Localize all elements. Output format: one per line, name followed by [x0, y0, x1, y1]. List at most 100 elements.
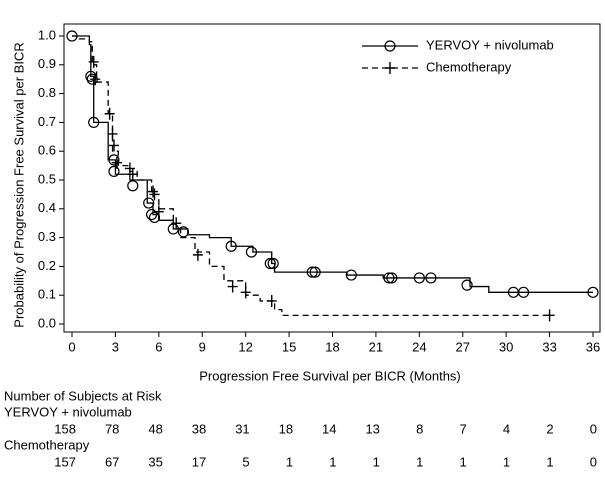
censor-mark: [148, 185, 159, 198]
risk-count: 1: [416, 454, 423, 469]
y-tick-label: 0.3: [38, 229, 56, 244]
y-tick-label: 0.2: [38, 258, 56, 273]
censor-mark: [107, 127, 118, 140]
x-tick-label: 3: [112, 339, 119, 354]
x-tick-label: 9: [199, 339, 206, 354]
censor-mark: [171, 217, 182, 230]
x-tick-label: 27: [456, 339, 470, 354]
risk-count: 1: [546, 454, 553, 469]
censor-mark: [345, 269, 357, 281]
x-tick-label: 12: [238, 339, 252, 354]
censor-mark: [104, 107, 115, 120]
censor-mark: [225, 240, 237, 252]
censor-mark: [267, 257, 279, 270]
risk-count: 78: [105, 421, 119, 436]
censor-mark: [587, 286, 599, 298]
risk-count: 48: [148, 421, 162, 436]
x-tick-label: 33: [542, 339, 556, 354]
censor-mark: [167, 223, 179, 235]
risk-count: 35: [148, 454, 162, 469]
risk-count: 0: [590, 454, 597, 469]
y-tick-label: 0.6: [38, 143, 56, 158]
y-tick-label: 0.4: [38, 200, 56, 215]
censor-mark: [240, 286, 251, 299]
risk-count: 31: [235, 421, 249, 436]
risk-count: 1: [373, 454, 380, 469]
censor-mark: [127, 180, 139, 192]
censor-mark: [306, 266, 318, 278]
censor-mark: [108, 154, 120, 166]
risk-count: 0: [590, 421, 597, 436]
risk-count: 8: [416, 421, 423, 436]
y-axis-label: Probability of Progression Free Survival…: [11, 42, 26, 327]
censor-mark: [386, 272, 398, 284]
legend-label: YERVOY + nivolumab: [426, 37, 554, 52]
censor-mark: [192, 248, 203, 261]
risk-count: 17: [192, 454, 206, 469]
censor-mark: [177, 226, 190, 238]
km-curve: [72, 35, 593, 293]
censor-mark: [383, 272, 395, 284]
censor-mark: [309, 266, 321, 278]
censor-mark: [153, 205, 164, 218]
y-tick-label: 0.1: [38, 287, 56, 302]
x-tick-label: 24: [412, 339, 426, 354]
censor-mark: [90, 73, 101, 86]
risk-count: 157: [54, 454, 76, 469]
x-tick-label: 30: [499, 339, 513, 354]
risk-group-name: Chemotherapy: [4, 437, 90, 452]
x-tick-label: 0: [68, 339, 75, 354]
risk-count: 67: [105, 454, 119, 469]
legend-marker: [385, 62, 395, 74]
censor-mark: [266, 294, 277, 307]
censor-mark: [425, 272, 437, 284]
risk-count: 18: [279, 421, 293, 436]
risk-count: 1: [286, 454, 293, 469]
x-tick-label: 18: [325, 339, 339, 354]
censor-mark: [127, 168, 138, 181]
censor-mark: [517, 286, 530, 298]
censor-mark: [227, 280, 238, 293]
y-tick-label: 1.0: [38, 27, 56, 42]
legend-label: Chemotherapy: [426, 59, 512, 74]
risk-count: 38: [192, 421, 206, 436]
risk-count: 13: [365, 421, 379, 436]
censor-mark: [544, 309, 555, 322]
x-tick-label: 6: [155, 339, 162, 354]
y-tick-label: 0.7: [38, 114, 56, 129]
y-tick-label: 0.8: [38, 85, 56, 100]
censor-mark: [88, 55, 99, 68]
x-axis-label: Progression Free Survival per BICR (Mont…: [199, 368, 461, 383]
plot-frame: [63, 23, 601, 333]
y-tick-label: 0.9: [38, 56, 56, 71]
censor-mark: [108, 139, 119, 152]
censor-mark: [264, 257, 276, 270]
risk-count: 158: [54, 421, 76, 436]
censor-mark: [413, 272, 425, 284]
y-tick-label: 0.0: [38, 315, 56, 330]
risk-title: Number of Subjects at Risk: [4, 388, 162, 403]
risk-group-name: YERVOY + nivolumab: [4, 404, 132, 419]
risk-count: 2: [546, 421, 553, 436]
risk-count: 5: [242, 454, 249, 469]
risk-count: 7: [460, 421, 467, 436]
x-tick-label: 36: [586, 339, 600, 354]
legend-marker: [384, 40, 396, 52]
censor-mark: [108, 165, 120, 177]
x-tick-label: 21: [369, 339, 383, 354]
censor-mark: [111, 156, 122, 169]
risk-count: 4: [503, 421, 510, 436]
risk-count: 14: [322, 421, 336, 436]
x-tick-label: 15: [282, 339, 296, 354]
risk-count: 1: [329, 454, 336, 469]
risk-count: 1: [503, 454, 510, 469]
censor-mark: [149, 188, 160, 201]
censor-mark: [461, 279, 473, 291]
censor-mark: [245, 246, 258, 258]
censor-mark: [143, 197, 155, 209]
risk-count: 1: [460, 454, 467, 469]
censor-mark: [88, 116, 100, 129]
y-tick-label: 0.5: [38, 171, 56, 186]
censor-mark: [145, 208, 158, 221]
